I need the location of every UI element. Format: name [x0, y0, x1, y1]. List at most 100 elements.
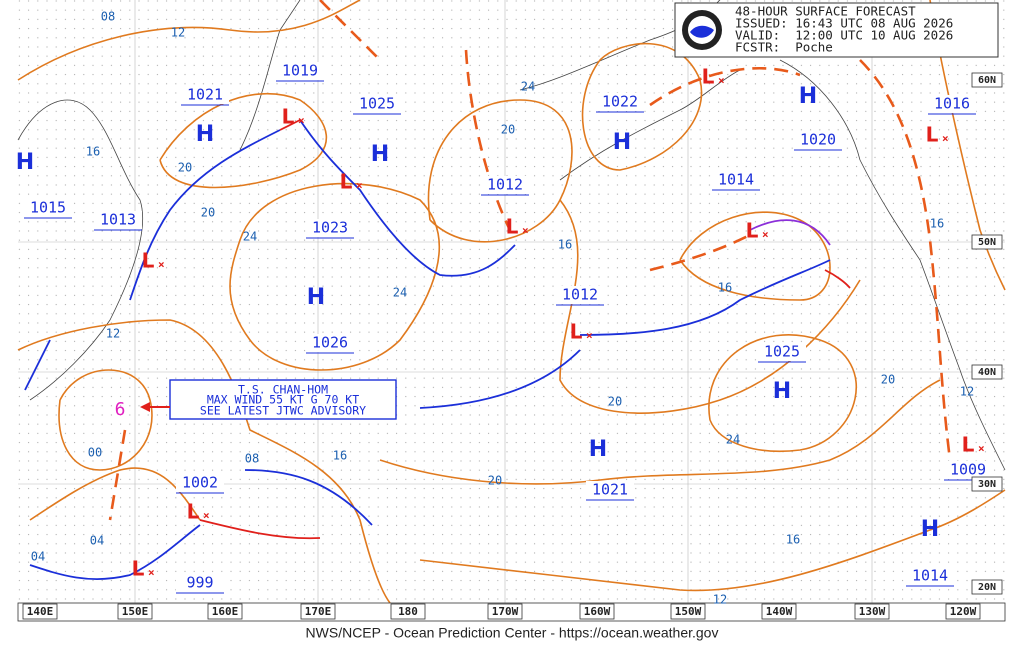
latitude-box	[971, 579, 1003, 595]
latitude-label: 30N	[978, 479, 996, 490]
pressure-label: 1014	[912, 567, 948, 585]
low-center: L	[962, 433, 975, 457]
latitude-box	[971, 234, 1003, 250]
isobar-label: 16	[930, 217, 944, 231]
isobar-label: 20	[881, 373, 895, 387]
longitude-box	[579, 603, 615, 620]
isobar-label: 12	[106, 327, 120, 341]
longitude-box	[487, 603, 523, 620]
pressure-label-bg	[928, 95, 976, 113]
pressure-label: 1016	[934, 95, 970, 113]
low-center: L	[746, 219, 759, 243]
isobar-label: 12	[960, 385, 974, 399]
low-mark: ×	[586, 329, 593, 342]
high-center: H	[16, 150, 34, 175]
longitude-label: 170W	[492, 605, 519, 618]
longitude-label: 130W	[859, 605, 886, 618]
isobar-label: 16	[786, 533, 800, 547]
high-center: H	[196, 122, 214, 147]
high-center: H	[773, 379, 791, 404]
longitude-box	[670, 603, 706, 620]
pressure-label: 1015	[30, 199, 66, 217]
isobar-label: 16	[86, 145, 100, 159]
isobar-label: 08	[101, 10, 115, 24]
low-center: L	[702, 65, 715, 89]
fronts	[24, 119, 851, 581]
pressure-label-bg	[276, 62, 324, 80]
low-mark: ×	[203, 509, 210, 522]
pressure-label: 1021	[187, 86, 223, 104]
high-center: H	[589, 437, 607, 462]
pressure-label: 1012	[487, 176, 523, 194]
longitude-box	[854, 603, 890, 620]
coastlines	[17, 0, 1006, 471]
header-line: 48-HOUR SURFACE FORECAST	[735, 4, 916, 19]
longitude-box	[390, 603, 426, 620]
footer: NWS/NCEP - Ocean Prediction Center - htt…	[306, 625, 719, 641]
pressure-label-bg	[481, 176, 529, 194]
isobar-label: 00	[88, 446, 102, 460]
isobar-label: 12	[171, 26, 185, 40]
isobar-label: 24	[393, 286, 407, 300]
isobar-label: 16	[333, 449, 347, 463]
pressure-label-bg	[712, 171, 760, 189]
low-center: L	[142, 249, 155, 273]
storm-box: 6	[115, 379, 397, 420]
isobar-label: 20	[608, 395, 622, 409]
isobar-label: 24	[243, 230, 257, 244]
low-mark: ×	[762, 228, 769, 241]
troughs	[108, 0, 952, 521]
longitude-label: 170E	[305, 605, 332, 618]
longitude-box	[300, 603, 336, 620]
pressure-label: 1019	[282, 62, 318, 80]
high-center: H	[307, 285, 325, 310]
pressure-label-bg	[758, 343, 806, 361]
info-box	[674, 2, 999, 58]
header-line: FCSTR: Poche	[735, 40, 833, 55]
pressure-label: 999	[186, 574, 213, 592]
latitude-box	[971, 72, 1003, 88]
longitude-label: 160E	[212, 605, 239, 618]
low-center: L	[187, 500, 200, 524]
pressure-label: 1013	[100, 211, 136, 229]
isobar-label: 24	[726, 433, 740, 447]
high-center: H	[921, 517, 939, 542]
longitude-box	[117, 603, 153, 620]
isobar-label: 08	[245, 452, 259, 466]
pressure-label-bg	[596, 93, 644, 111]
pressure-label-bg	[176, 474, 224, 492]
high-center: H	[799, 84, 817, 109]
latitude-label: 40N	[978, 367, 996, 378]
storm-line: MAX WIND 55 KT G 70 KT	[207, 393, 359, 407]
isobar-label: 16	[718, 281, 732, 295]
latitude-label: 50N	[978, 237, 996, 248]
pressure-label: 1009	[950, 461, 986, 479]
longitude-box	[945, 603, 981, 620]
longitude-label: 150W	[675, 605, 702, 618]
pressure-label: 1022	[602, 93, 638, 111]
isobar-label: 20	[178, 161, 192, 175]
high-center: H	[371, 142, 389, 167]
pressure-label-bg	[176, 574, 224, 592]
longitude-label: 150E	[122, 605, 149, 618]
isobar-label: 20	[201, 206, 215, 220]
pressure-label-bg	[181, 86, 229, 104]
latitude-box	[971, 364, 1003, 380]
pressure-label-bg	[94, 211, 142, 229]
low-mark: ×	[158, 258, 165, 271]
longitude-label: 140E	[27, 605, 54, 618]
longitude-box	[22, 603, 58, 620]
low-mark: ×	[942, 132, 949, 145]
pressure-label: 1020	[800, 131, 836, 149]
longitude-label: 180	[398, 605, 418, 618]
low-center: L	[926, 123, 939, 147]
latitude-label: 20N	[978, 582, 996, 593]
isobar-label: 24	[521, 80, 535, 94]
low-center: L	[506, 215, 519, 239]
isobar-label: 12	[713, 593, 727, 607]
pressure-label: 1025	[764, 343, 800, 361]
low-mark: ×	[298, 114, 305, 127]
storm-symbol: 6	[115, 399, 126, 420]
pressure-label-bg	[556, 286, 604, 304]
